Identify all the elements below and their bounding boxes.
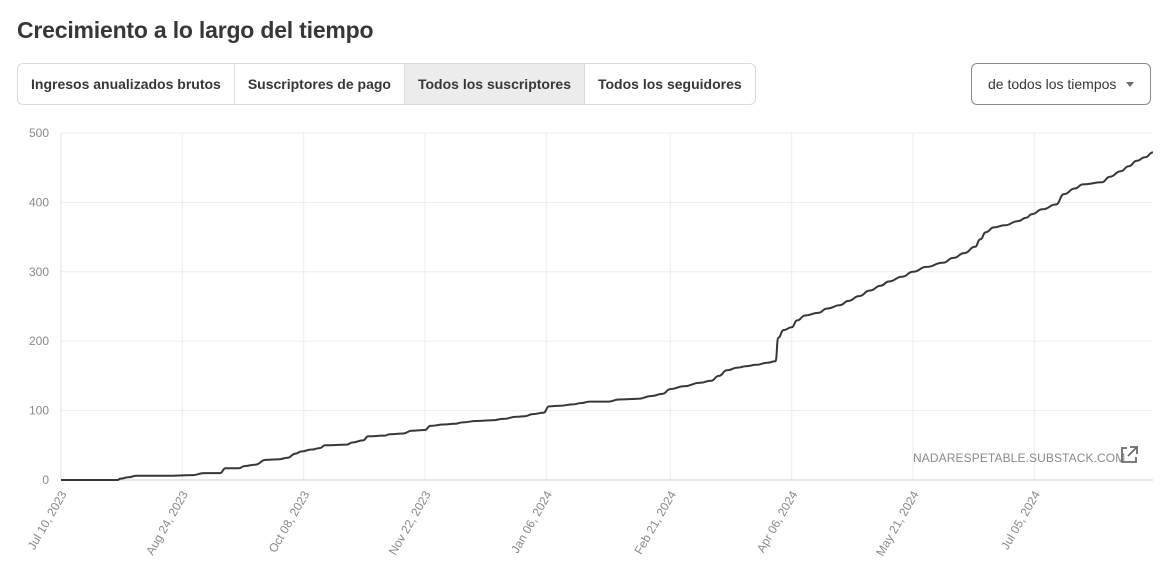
metric-tabs: Ingresos anualizados brutos Suscriptores… xyxy=(17,63,756,105)
y-tick-label: 200 xyxy=(29,334,49,348)
x-tick-label: Aug 24, 2023 xyxy=(143,488,191,557)
y-tick-label: 0 xyxy=(42,473,49,487)
y-tick-label: 100 xyxy=(29,404,49,418)
tab-gross-annualized-revenue[interactable]: Ingresos anualizados brutos xyxy=(31,76,221,92)
caret-down-icon xyxy=(1126,82,1134,87)
x-tick-label: Jul 05, 2024 xyxy=(998,488,1043,552)
tab-all-followers[interactable]: Todos los seguidores xyxy=(583,64,755,104)
y-tick-label: 500 xyxy=(29,126,49,140)
x-tick-label: Apr 06, 2024 xyxy=(754,488,801,555)
x-tick-label: May 21, 2024 xyxy=(873,488,922,558)
time-range-value: de todos los tiempos xyxy=(988,76,1117,92)
x-tick-label: Oct 08, 2023 xyxy=(266,488,313,555)
x-tick-label: Feb 21, 2024 xyxy=(631,488,679,557)
page-title: Crecimiento a lo largo del tiempo xyxy=(17,17,374,43)
y-tick-label: 400 xyxy=(29,195,49,209)
x-tick-label: Jan 06, 2024 xyxy=(508,488,555,555)
series-line-all-subscribers xyxy=(61,151,1154,481)
time-range-select[interactable]: de todos los tiempos xyxy=(971,63,1151,105)
tab-all-subscribers[interactable]: Todos los suscriptores xyxy=(403,64,584,104)
tab-paid-subscribers[interactable]: Suscriptores de pago xyxy=(233,64,404,104)
x-tick-label: Nov 22, 2023 xyxy=(386,488,434,557)
x-tick-label: Jul 10, 2023 xyxy=(25,488,70,552)
external-link-icon[interactable] xyxy=(1119,445,1139,465)
publication-watermark: NADARESPETABLE.SUBSTACK.COM xyxy=(913,451,1126,465)
y-tick-label: 300 xyxy=(29,265,49,279)
